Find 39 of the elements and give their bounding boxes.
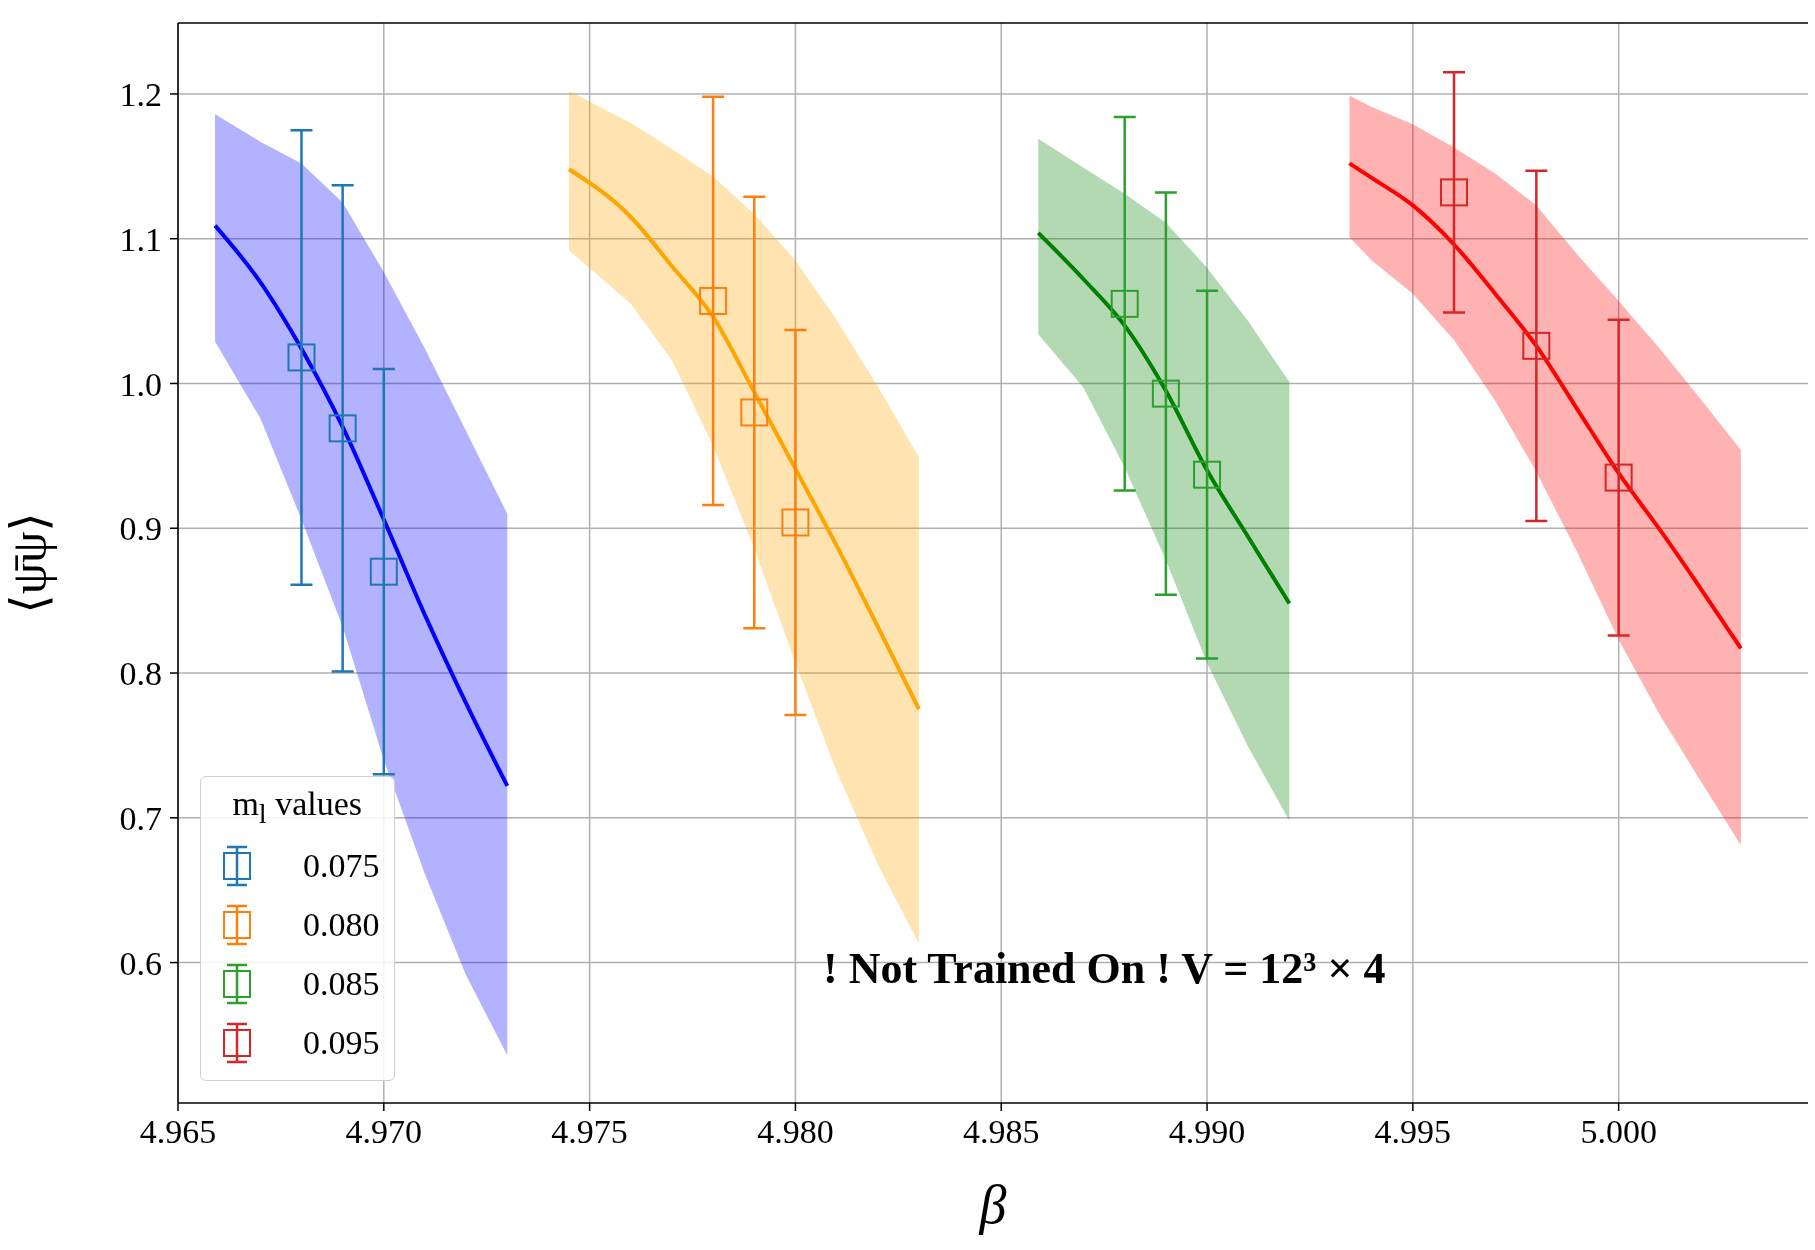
x-axis-title: β [978,1175,1007,1235]
y-tick-label: 0.6 [119,944,162,982]
point [1522,331,1551,360]
y-tick-label: 0.9 [119,510,162,548]
x-tick-label: 5.000 [1580,1113,1657,1151]
legend-label: 0.085 [303,964,380,1003]
point [287,343,316,372]
x-tick-label: 4.985 [962,1113,1040,1151]
x-tick-label: 4.990 [1168,1113,1246,1151]
x-tick-label: 4.980 [757,1113,834,1151]
x-tick-label: 4.965 [139,1113,217,1151]
point [699,286,728,315]
legend-title: m$_{l}$ values [231,785,364,830]
line-series [567,167,921,712]
x-tick-label: 4.995 [1374,1113,1452,1151]
point [369,557,398,586]
line-series [213,223,510,788]
point [781,508,810,537]
y-tick-label: 0.7 [119,799,162,837]
legend-label: 0.075 [303,846,380,885]
x-tick-label: 4.970 [345,1113,423,1151]
point [1604,463,1633,492]
annotation: ! Not Trained On ! V = 12³ × 4 [823,943,1386,994]
point [1110,289,1139,318]
line-series [1347,161,1743,651]
point [1193,460,1222,489]
y-tick-label: 1.0 [119,365,162,403]
legend-label: 0.080 [303,905,380,944]
point [328,414,357,443]
y-tick-label: 1.2 [119,76,162,114]
legend-label: 0.095 [303,1023,380,1062]
y-axis-title: ⟨ψ̄ψ⟩ [0,512,57,614]
y-tick-label: 1.1 [119,220,162,258]
point [740,398,769,427]
point [1440,178,1469,207]
y-tick-label: 0.8 [119,655,162,693]
x-tick-label: 4.975 [551,1113,628,1151]
point [1151,379,1180,408]
line-series [1036,230,1292,606]
